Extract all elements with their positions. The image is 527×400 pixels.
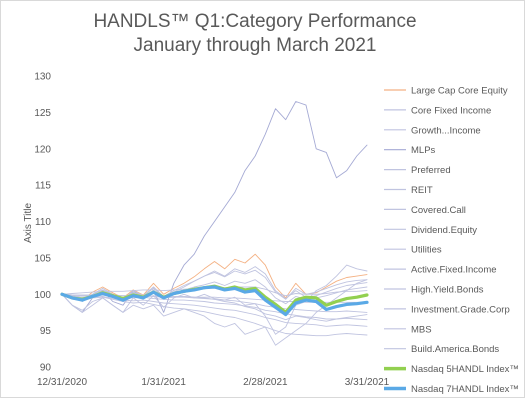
y-tick-label: 120	[34, 144, 51, 155]
y-axis-title: Axis Title	[23, 203, 34, 243]
x-axis-ticks: 12/31/2020 1/31/2021 2/28/2021 3/31/2021	[37, 377, 390, 388]
legend-label: High.Yield.Bonds	[411, 285, 484, 296]
x-tick-label: 1/31/2021	[141, 377, 186, 388]
y-tick-label: 95	[40, 326, 52, 337]
series-lines	[60, 101, 369, 346]
legend-label: Large Cap Core Equity	[411, 86, 508, 97]
series-line	[60, 285, 369, 317]
chart-title-line-2: January through March 2021	[134, 35, 377, 56]
y-tick-label: 90	[40, 363, 52, 374]
y-tick-label: 105	[34, 253, 51, 264]
legend-label: Preferred	[411, 165, 451, 176]
y-tick-label: 115	[35, 181, 51, 192]
legend-label: Nasdaq 7HANDL Index™	[411, 384, 519, 395]
y-axis-ticks: 90 95 100 105 110 115 120 125 130	[34, 72, 51, 374]
chart-title-line-1: HANDLS™ Q1:Category Performance	[93, 11, 416, 32]
legend-label: MBS	[411, 324, 432, 335]
series-line	[61, 253, 368, 301]
legend-label: REIT	[411, 185, 433, 196]
legend-label: Covered.Call	[411, 205, 466, 216]
legend-label: Investment.Grade.Corp	[411, 304, 510, 315]
x-tick-label: 2/28/2021	[243, 377, 288, 388]
legend-label: Dividend.Equity	[411, 225, 477, 236]
x-tick-label: 3/31/2021	[345, 377, 390, 388]
legend-label: Build.America.Bonds	[411, 344, 499, 355]
legend-label: Core Fixed Income	[411, 105, 491, 116]
y-tick-label: 110	[35, 217, 51, 228]
legend-label: Nasdaq 5HANDL Index™	[411, 364, 519, 375]
series-line	[61, 293, 368, 337]
series-line	[61, 293, 368, 327]
legend-label: Active.Fixed.Income	[411, 265, 497, 276]
y-tick-label: 100	[34, 290, 51, 301]
series-line	[61, 279, 368, 346]
legend: Large Cap Core Equity Core Fixed Income Gr…	[384, 86, 519, 395]
legend-label: MLPs	[411, 145, 436, 156]
legend-label: Growth...Income	[411, 125, 481, 136]
y-tick-label: 125	[34, 108, 51, 119]
x-tick-label: 12/31/2020	[37, 377, 87, 388]
y-tick-label: 130	[34, 72, 51, 83]
legend-label: Utilities	[411, 245, 442, 256]
series-line	[61, 101, 368, 313]
